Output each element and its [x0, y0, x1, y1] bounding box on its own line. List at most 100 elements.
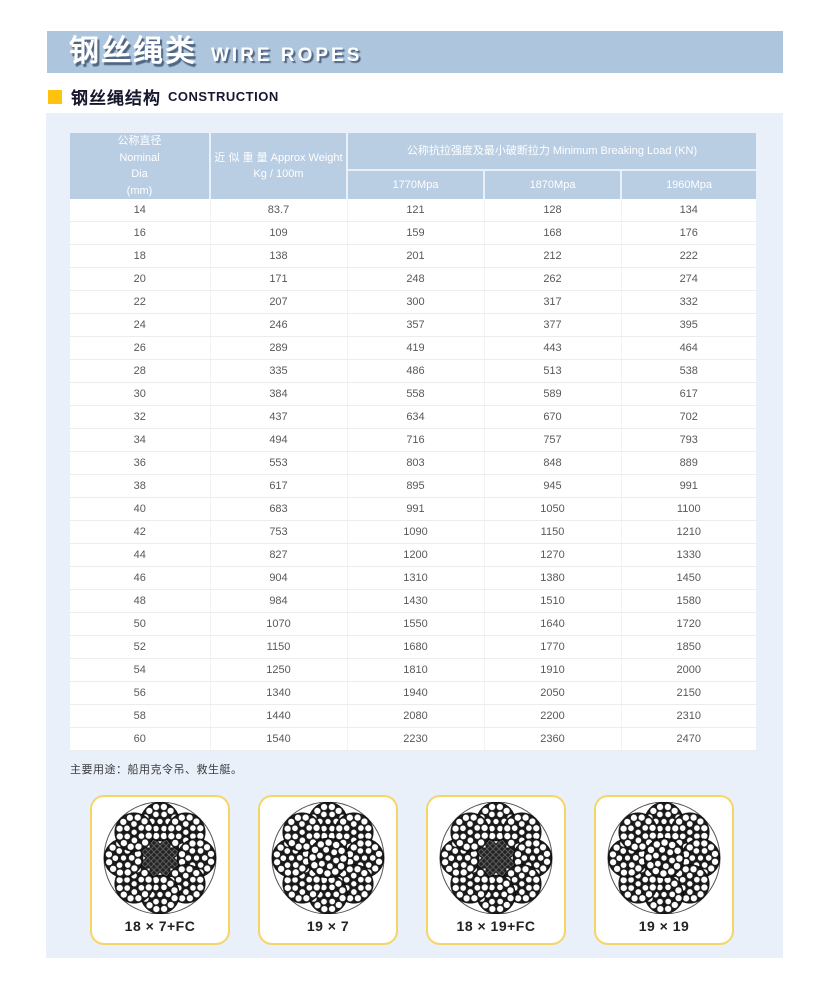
section-heading: 钢丝绳结构 CONSTRUCTION: [48, 84, 279, 109]
rope-cross-section-diagram: [101, 802, 219, 914]
table-cell: 246: [210, 313, 348, 337]
table-cell: 1340: [210, 681, 348, 705]
table-cell: 1680: [347, 635, 485, 659]
table-cell: 384: [210, 382, 348, 406]
table-cell: 26: [70, 336, 211, 360]
table-cell: 2080: [347, 704, 485, 728]
table-row: 20 171 248 262 274: [70, 267, 756, 291]
table-cell: 32: [70, 405, 211, 429]
table-cell: 1200: [347, 543, 485, 567]
table-cell: 419: [347, 336, 485, 360]
table-cell: 683: [210, 497, 348, 521]
rope-construction-label: 19 × 19: [638, 918, 690, 934]
table-row: 46 904 1310 1380 1450: [70, 566, 756, 590]
banner-title-en: WIRE ROPES: [211, 45, 363, 66]
table-cell: 1940: [347, 681, 485, 705]
table-cell: 558: [347, 382, 485, 406]
table-cell: 357: [347, 313, 485, 337]
table-cell: 50: [70, 612, 211, 636]
table-cell: 24: [70, 313, 211, 337]
header-approx-weight-line: Kg / 100m: [253, 168, 304, 180]
table-cell: 1310: [347, 566, 485, 590]
table-cell: 827: [210, 543, 348, 567]
table-row: 32 437 634 670 702: [70, 405, 756, 429]
table-cell: 30: [70, 382, 211, 406]
table-cell: 377: [484, 313, 622, 337]
table-cell: 553: [210, 451, 348, 475]
table-cell: 1440: [210, 704, 348, 728]
table-cell: 54: [70, 658, 211, 682]
table-row: 50 1070 1550 1640 1720: [70, 612, 756, 636]
header-nominal-dia: 公称直径 Nominal Dia (mm): [70, 133, 211, 199]
table-row: 56 1340 1940 2050 2150: [70, 681, 756, 705]
table-cell: 889: [621, 451, 756, 475]
table-cell: 222: [621, 244, 756, 268]
table-cell: 1770: [484, 635, 622, 659]
table-cell: 201: [347, 244, 485, 268]
section-title-zh: 钢丝绳结构: [71, 89, 161, 108]
rope-cross-section-svg: [103, 802, 217, 914]
spec-table-header: 公称直径 Nominal Dia (mm) 近 似 重 量 Approx Wei…: [70, 133, 756, 199]
table-cell: 437: [210, 405, 348, 429]
table-cell: 109: [210, 221, 348, 245]
table-cell: 1250: [210, 658, 348, 682]
table-cell: 48: [70, 589, 211, 613]
table-cell: 44: [70, 543, 211, 567]
rope-cross-section-diagram: [269, 802, 387, 914]
usage-note: 主要用途：船用克令吊、救生艇。: [70, 764, 243, 776]
table-cell: 1810: [347, 658, 485, 682]
table-row: 28 335 486 513 538: [70, 359, 756, 383]
table-row: 38 617 895 945 991: [70, 474, 756, 498]
table-cell: 991: [621, 474, 756, 498]
table-row: 24 246 357 377 395: [70, 313, 756, 337]
table-cell: 1550: [347, 612, 485, 636]
table-cell: 634: [347, 405, 485, 429]
table-cell: 168: [484, 221, 622, 245]
table-cell: 18: [70, 244, 211, 268]
header-nominal-dia-line: (mm): [126, 184, 153, 197]
spec-table: 公称直径 Nominal Dia (mm) 近 似 重 量 Approx Wei…: [70, 133, 756, 751]
spec-table-body: 14 83.7 121 128 134 16 109 159 168 176 18 138 201 212…: [70, 199, 756, 751]
table-cell: 28: [70, 359, 211, 383]
header-breaking-load: 公称抗拉强度及最小破断拉力 Minimum Breaking Load (KN): [347, 133, 756, 172]
table-row: 30 384 558 589 617: [70, 382, 756, 406]
rope-diagram-row: 18 × 7+FC 19 × 7 18 × 19+FC 19 × 19: [90, 795, 734, 945]
table-cell: 56: [70, 681, 211, 705]
header-approx-weight: 近 似 重 量 Approx Weight Kg / 100m: [210, 133, 348, 199]
table-cell: 895: [347, 474, 485, 498]
table-cell: 52: [70, 635, 211, 659]
banner-title-zh: 钢丝绳类: [69, 35, 197, 68]
table-cell: 58: [70, 704, 211, 728]
table-cell: 793: [621, 428, 756, 452]
header-approx-weight-line: 近 似 重 量 Approx Weight: [214, 151, 343, 164]
table-cell: 1580: [621, 589, 756, 613]
table-cell: 1070: [210, 612, 348, 636]
table-cell: 1210: [621, 520, 756, 544]
table-cell: 46: [70, 566, 211, 590]
table-row: 16 109 159 168 176: [70, 221, 756, 245]
table-cell: 494: [210, 428, 348, 452]
rope-card: 18 × 7+FC: [90, 795, 230, 945]
table-row: 14 83.7 121 128 134: [70, 199, 756, 222]
table-cell: 538: [621, 359, 756, 383]
table-cell: 991: [347, 497, 485, 521]
rope-cross-section-diagram: [437, 802, 555, 914]
table-cell: 1330: [621, 543, 756, 567]
header-grade-1770: 1770Mpa: [347, 170, 485, 199]
table-cell: 443: [484, 336, 622, 360]
table-cell: 1150: [484, 520, 622, 544]
table-cell: 464: [621, 336, 756, 360]
rope-cross-section-diagram: [605, 802, 723, 914]
table-cell: 2050: [484, 681, 622, 705]
rope-cross-section-svg: [439, 802, 553, 914]
table-cell: 1100: [621, 497, 756, 521]
table-row: 34 494 716 757 793: [70, 428, 756, 452]
header-nominal-dia-line: 公称直径: [117, 135, 162, 147]
table-cell: 1090: [347, 520, 485, 544]
table-cell: 38: [70, 474, 211, 498]
section-title-en: CONSTRUCTION: [168, 89, 279, 104]
table-cell: 848: [484, 451, 622, 475]
table-row: 54 1250 1810 1910 2000: [70, 658, 756, 682]
table-cell: 332: [621, 290, 756, 314]
table-cell: 1050: [484, 497, 622, 521]
